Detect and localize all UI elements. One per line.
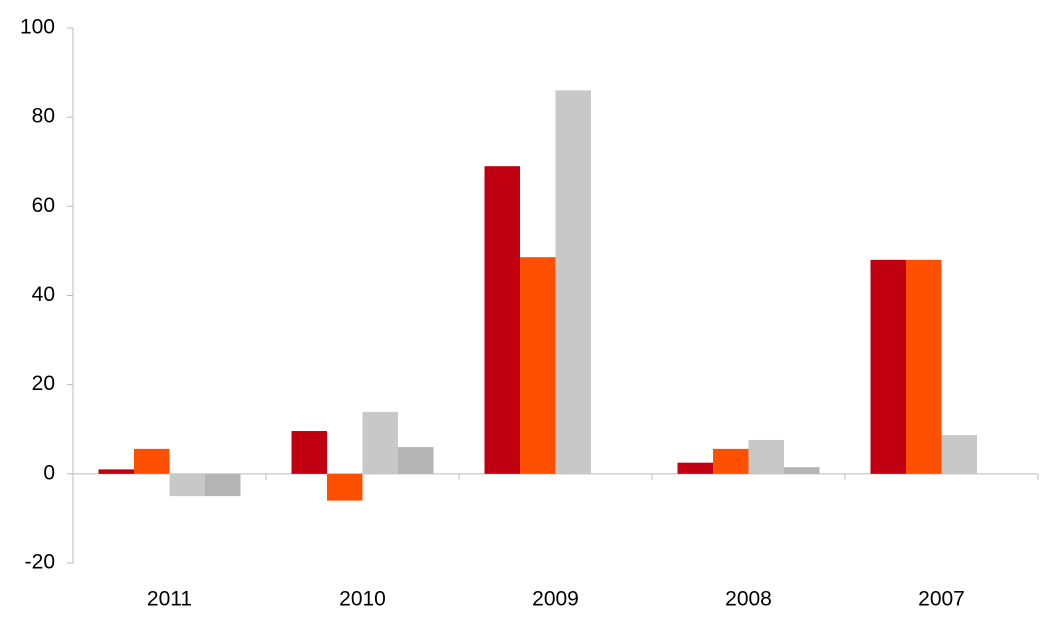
bar: [941, 435, 977, 474]
bar: [327, 473, 363, 501]
y-tick-label: 60: [32, 194, 55, 217]
bar: [713, 448, 749, 474]
x-tick-label: 2008: [725, 588, 772, 611]
bar: [784, 467, 820, 474]
y-tick-label: -20: [25, 551, 55, 574]
bar: [291, 431, 327, 474]
y-tick-label: 100: [20, 16, 55, 39]
bar: [134, 448, 170, 474]
y-tick-label: 80: [32, 105, 55, 128]
bar: [677, 462, 713, 474]
x-tick-label: 2010: [339, 588, 386, 611]
bar: [205, 473, 241, 497]
bar: [748, 439, 784, 474]
bar: [484, 166, 520, 474]
bar: [520, 257, 556, 474]
bar: [555, 90, 591, 474]
y-tick-label: 0: [43, 461, 55, 484]
x-tick-label: 2011: [147, 588, 192, 611]
bar: [398, 447, 434, 474]
y-tick-label: 40: [32, 283, 55, 306]
bar: [906, 259, 942, 474]
x-tick-label: 2009: [532, 588, 579, 611]
x-tick-label: 2007: [918, 588, 965, 611]
bar: [169, 473, 205, 497]
bar: [98, 469, 134, 474]
y-tick-label: 20: [32, 372, 55, 395]
bar: [362, 411, 398, 474]
bar: [870, 259, 906, 474]
